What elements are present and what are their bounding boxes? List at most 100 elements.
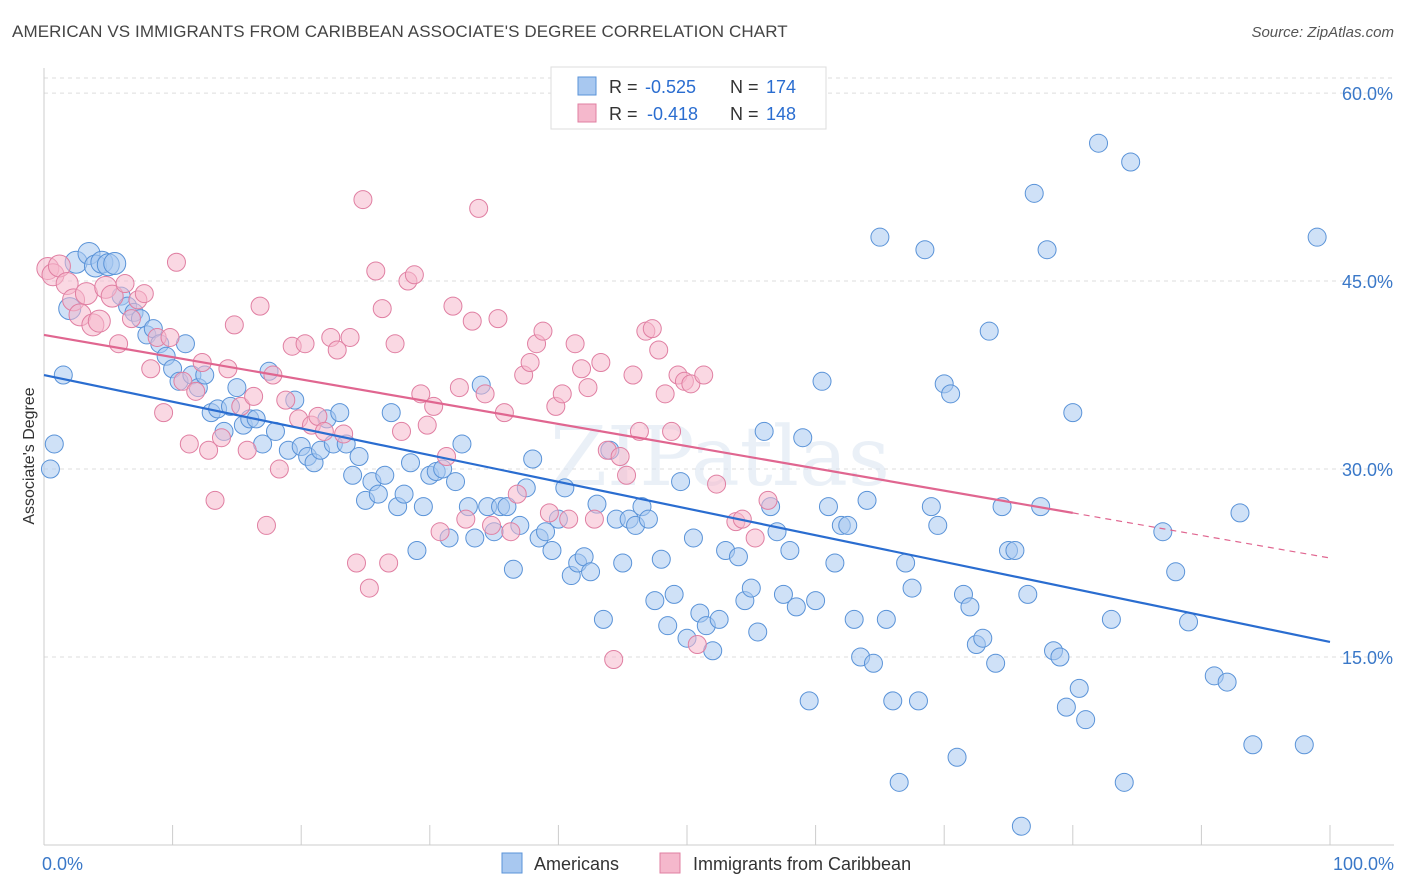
americans-point-109 bbox=[754, 421, 774, 441]
caribbean-point-96 bbox=[655, 384, 675, 404]
legend-caribbean-label: Immigrants from Caribbean bbox=[693, 854, 911, 874]
caribbean-point-107 bbox=[758, 490, 778, 510]
caribbean-point-46 bbox=[334, 424, 354, 444]
americans-point-114 bbox=[786, 597, 806, 617]
caribbean-point-73 bbox=[507, 484, 527, 504]
americans-point-56 bbox=[413, 497, 433, 517]
caribbean-point-50 bbox=[359, 578, 379, 598]
americans-point-54 bbox=[401, 453, 421, 473]
americans-point-61 bbox=[446, 472, 466, 492]
americans-point-157 bbox=[1063, 403, 1083, 423]
caribbean-point-59 bbox=[417, 415, 437, 435]
americans-point-165 bbox=[1166, 562, 1186, 582]
americans-n-value: 174 bbox=[766, 77, 796, 97]
americans-point-92 bbox=[645, 591, 665, 611]
y-tick-labels: 15.0% 30.0% 45.0% 60.0% bbox=[1342, 84, 1393, 668]
americans-point-168 bbox=[1217, 672, 1237, 692]
caribbean-point-85 bbox=[584, 509, 604, 529]
americans-point-116 bbox=[799, 691, 819, 711]
americans-trend-line bbox=[43, 373, 1331, 644]
caribbean-point-8 bbox=[87, 309, 111, 333]
americans-point-159 bbox=[1076, 710, 1096, 730]
caribbean-point-80 bbox=[552, 384, 572, 404]
americans-point-169 bbox=[1230, 503, 1250, 523]
legend-americans-label: Americans bbox=[534, 854, 619, 874]
caribbean-point-22 bbox=[179, 434, 199, 454]
caribbean-point-23 bbox=[186, 381, 206, 401]
americans-point-55 bbox=[407, 540, 427, 560]
americans-point-115 bbox=[793, 428, 813, 448]
source-label: Source: ZipAtlas.com bbox=[1251, 24, 1394, 41]
caribbean-point-70 bbox=[488, 309, 508, 329]
caribbean-point-20 bbox=[166, 252, 186, 272]
caribbean-point-33 bbox=[250, 296, 270, 316]
americans-point-125 bbox=[857, 490, 877, 510]
americans-point-96 bbox=[671, 472, 691, 492]
americans-point-118 bbox=[812, 371, 832, 391]
caribbean-point-47 bbox=[340, 327, 360, 347]
caribbean-point-34 bbox=[256, 515, 276, 535]
caribbean-point-13 bbox=[121, 309, 141, 329]
americans-point-64 bbox=[465, 528, 485, 548]
americans-point-94 bbox=[658, 616, 678, 636]
caribbean-point-78 bbox=[539, 503, 559, 523]
americans-point-136 bbox=[928, 515, 948, 535]
americans-point-43 bbox=[330, 403, 350, 423]
caribbean-point-60 bbox=[424, 396, 444, 416]
americans-point-9 bbox=[103, 252, 127, 276]
americans-point-82 bbox=[581, 562, 601, 582]
caribbean-point-64 bbox=[449, 378, 469, 398]
caribbean-point-27 bbox=[211, 428, 231, 448]
caribbean-point-51 bbox=[366, 261, 386, 281]
caribbean-point-66 bbox=[462, 311, 482, 331]
americans-point-112 bbox=[773, 584, 793, 604]
caribbean-point-97 bbox=[662, 421, 682, 441]
caribbean-point-82 bbox=[565, 334, 585, 354]
americans-point-107 bbox=[741, 578, 761, 598]
americans-point-129 bbox=[883, 691, 903, 711]
caribbean-point-52 bbox=[372, 299, 392, 319]
caribbean-swatch bbox=[577, 103, 597, 123]
caribbean-n-value: 148 bbox=[766, 104, 796, 124]
americans-point-155 bbox=[1050, 647, 1070, 667]
caribbean-point-86 bbox=[591, 353, 611, 373]
legend-americans-swatch bbox=[501, 852, 523, 874]
americans-point-162 bbox=[1114, 772, 1134, 792]
americans-point-108 bbox=[748, 622, 768, 642]
americans-point-46 bbox=[349, 447, 369, 466]
chart-title: AMERICAN VS IMMIGRANTS FROM CARIBBEAN AS… bbox=[12, 22, 788, 41]
americans-point-122 bbox=[838, 515, 858, 535]
caribbean-point-31 bbox=[237, 440, 257, 460]
caribbean-point-65 bbox=[456, 509, 476, 529]
americans-point-73 bbox=[523, 449, 543, 469]
americans-point-172 bbox=[1307, 227, 1327, 247]
caribbean-point-32 bbox=[244, 386, 264, 406]
americans-point-119 bbox=[818, 497, 838, 517]
americans-point-164 bbox=[1153, 522, 1173, 542]
americans-point-87 bbox=[613, 553, 633, 573]
americans-point-84 bbox=[593, 609, 613, 629]
caribbean-point-36 bbox=[269, 459, 289, 479]
americans-point-150 bbox=[1018, 584, 1038, 604]
americans-point-120 bbox=[825, 553, 845, 573]
caribbean-point-103 bbox=[707, 474, 727, 494]
caribbean-point-90 bbox=[617, 465, 637, 485]
americans-point-70 bbox=[503, 559, 523, 579]
americans-point-151 bbox=[1024, 183, 1044, 203]
americans-point-144 bbox=[979, 321, 999, 341]
caribbean-n-label: N = bbox=[730, 104, 759, 124]
caribbean-r-value: -0.418 bbox=[647, 104, 698, 124]
y-tick-label-3: 60.0% bbox=[1342, 84, 1393, 104]
americans-point-171 bbox=[1294, 735, 1314, 755]
caribbean-point-16 bbox=[141, 359, 161, 379]
americans-r-label: R = bbox=[609, 77, 638, 97]
caribbean-point-106 bbox=[745, 528, 765, 548]
caribbean-point-26 bbox=[205, 490, 225, 510]
caribbean-point-72 bbox=[501, 522, 521, 542]
americans-point-126 bbox=[863, 653, 883, 673]
americans-point-45 bbox=[343, 465, 363, 485]
americans-point-170 bbox=[1243, 735, 1263, 755]
americans-point-62 bbox=[452, 434, 472, 454]
caribbean-trend-line bbox=[43, 333, 1073, 514]
